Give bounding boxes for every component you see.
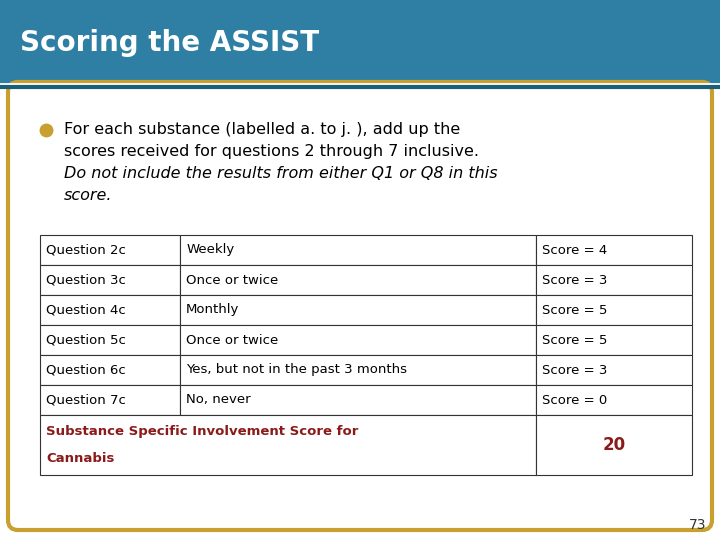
Text: For each substance (labelled a. to j. ), add up the: For each substance (labelled a. to j. ),… [64,122,460,137]
Text: Cannabis: Cannabis [46,451,114,465]
Text: scores received for questions 2 through 7 inclusive.: scores received for questions 2 through … [64,144,479,159]
Text: Yes, but not in the past 3 months: Yes, but not in the past 3 months [186,363,408,376]
Text: Once or twice: Once or twice [186,334,279,347]
Text: Question 3c: Question 3c [46,273,126,287]
Text: Question 7c: Question 7c [46,394,126,407]
Bar [40,295,180,325]
Text: Question 4c: Question 4c [46,303,126,316]
Bar [180,265,536,295]
Bar [0,0,720,85]
Bar [536,295,692,325]
Text: 73: 73 [688,518,706,532]
Bar [180,355,536,385]
Bar [180,235,536,265]
Text: No, never: No, never [186,394,251,407]
Text: Score = 5: Score = 5 [541,334,607,347]
Bar [40,385,180,415]
Text: Weekly: Weekly [186,244,235,256]
Text: Do not include the results from either Q1 or Q8 in this: Do not include the results from either Q… [64,166,498,181]
Text: Scoring the ASSIST: Scoring the ASSIST [20,29,319,57]
Bar [536,355,692,385]
Bar [40,355,180,385]
Bar [180,325,536,355]
Text: Question 5c: Question 5c [46,334,126,347]
FancyBboxPatch shape [8,82,712,530]
Bar [536,385,692,415]
Bar [536,265,692,295]
Text: Once or twice: Once or twice [186,273,279,287]
Text: 20: 20 [602,436,626,454]
Bar [536,235,692,265]
Text: Question 6c: Question 6c [46,363,126,376]
Text: score.: score. [64,188,112,203]
Text: Question 2c: Question 2c [46,244,126,256]
Text: Score = 5: Score = 5 [541,303,607,316]
Text: Score = 4: Score = 4 [541,244,607,256]
Text: Score = 3: Score = 3 [541,363,607,376]
Bar [180,385,536,415]
Bar [536,415,692,475]
Text: Substance Specific Involvement Score for: Substance Specific Involvement Score for [46,426,359,438]
Bar [40,325,180,355]
Bar [180,295,536,325]
Bar [40,415,536,475]
Text: Score = 3: Score = 3 [541,273,607,287]
Text: Monthly: Monthly [186,303,240,316]
Bar [40,265,180,295]
Text: Score = 0: Score = 0 [541,394,607,407]
Bar [40,235,180,265]
Bar [536,325,692,355]
